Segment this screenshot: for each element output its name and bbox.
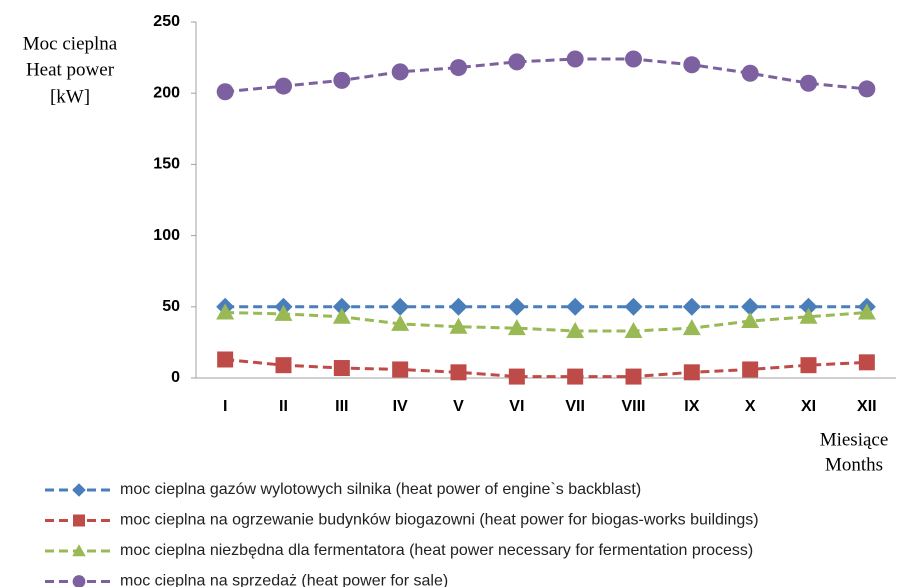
marker bbox=[332, 297, 351, 316]
series-line bbox=[225, 357, 867, 379]
legend-label: moc cieplna na ogrzewanie budynków bioga… bbox=[120, 512, 759, 529]
marker bbox=[567, 368, 584, 385]
marker bbox=[857, 303, 876, 320]
x-axis-label: Months bbox=[825, 454, 883, 475]
y-tick-label: 0 bbox=[171, 369, 180, 386]
marker bbox=[800, 357, 817, 374]
x-tick-label: II bbox=[279, 398, 288, 415]
x-tick-label: I bbox=[223, 398, 227, 415]
marker bbox=[566, 297, 585, 316]
x-tick-label: XI bbox=[801, 398, 816, 415]
y-tick-label: 200 bbox=[153, 84, 180, 101]
marker bbox=[682, 319, 701, 336]
marker bbox=[741, 297, 760, 316]
marker bbox=[799, 297, 818, 316]
y-tick-label: 150 bbox=[153, 156, 180, 173]
x-tick-label: X bbox=[745, 398, 756, 415]
y-tick-label: 100 bbox=[153, 227, 180, 244]
legend-marker bbox=[73, 514, 85, 527]
marker bbox=[392, 361, 409, 378]
marker bbox=[566, 50, 584, 68]
y-axis-label: Moc cieplna bbox=[23, 33, 118, 54]
marker bbox=[858, 354, 875, 371]
marker bbox=[333, 360, 350, 377]
marker bbox=[624, 322, 643, 339]
legend-marker bbox=[72, 544, 86, 557]
marker bbox=[566, 322, 585, 339]
x-tick-label: XII bbox=[857, 398, 877, 415]
marker bbox=[507, 319, 526, 336]
marker bbox=[625, 50, 642, 68]
x-tick-label: IX bbox=[684, 398, 699, 415]
x-tick-label: III bbox=[335, 398, 348, 415]
marker bbox=[799, 307, 818, 324]
marker bbox=[508, 368, 525, 385]
marker bbox=[742, 361, 759, 378]
marker bbox=[682, 297, 701, 316]
marker bbox=[391, 297, 410, 316]
marker bbox=[274, 304, 293, 321]
marker bbox=[625, 368, 642, 385]
marker bbox=[216, 83, 234, 101]
marker bbox=[741, 312, 760, 329]
marker bbox=[450, 364, 467, 381]
marker bbox=[275, 77, 292, 95]
legend-label: moc cieplna na sprzedaż (heat power for … bbox=[120, 573, 448, 587]
legend-marker bbox=[72, 575, 86, 587]
series-line bbox=[225, 57, 867, 94]
marker bbox=[333, 71, 351, 89]
marker bbox=[275, 357, 292, 374]
marker bbox=[391, 314, 410, 331]
marker bbox=[450, 59, 467, 77]
x-axis-label: Miesiące bbox=[820, 429, 889, 450]
marker bbox=[449, 317, 468, 334]
x-tick-label: VI bbox=[509, 398, 524, 415]
marker bbox=[217, 351, 234, 368]
marker bbox=[508, 53, 526, 71]
marker bbox=[391, 63, 409, 81]
legend-marker bbox=[72, 483, 86, 497]
y-tick-label: 250 bbox=[153, 13, 180, 30]
marker bbox=[449, 297, 468, 316]
legend-label: moc cieplna niezbędna dla fermentatora (… bbox=[120, 542, 753, 559]
marker bbox=[858, 80, 876, 98]
x-tick-label: VIII bbox=[621, 398, 645, 415]
y-tick-label: 50 bbox=[162, 298, 180, 315]
marker bbox=[683, 56, 701, 74]
marker bbox=[216, 303, 235, 320]
marker bbox=[683, 364, 700, 381]
marker bbox=[624, 297, 643, 316]
y-axis-label: Heat power bbox=[26, 59, 115, 80]
x-tick-label: VII bbox=[565, 398, 585, 415]
marker bbox=[741, 64, 759, 82]
series-line bbox=[225, 310, 867, 333]
marker bbox=[800, 74, 817, 92]
legend-label: moc cieplna gazów wylotowych silnika (he… bbox=[120, 481, 641, 498]
x-tick-label: IV bbox=[393, 398, 408, 415]
marker bbox=[332, 307, 351, 324]
y-axis-label: [kW] bbox=[50, 86, 90, 107]
marker bbox=[507, 297, 526, 316]
x-tick-label: V bbox=[453, 398, 464, 415]
